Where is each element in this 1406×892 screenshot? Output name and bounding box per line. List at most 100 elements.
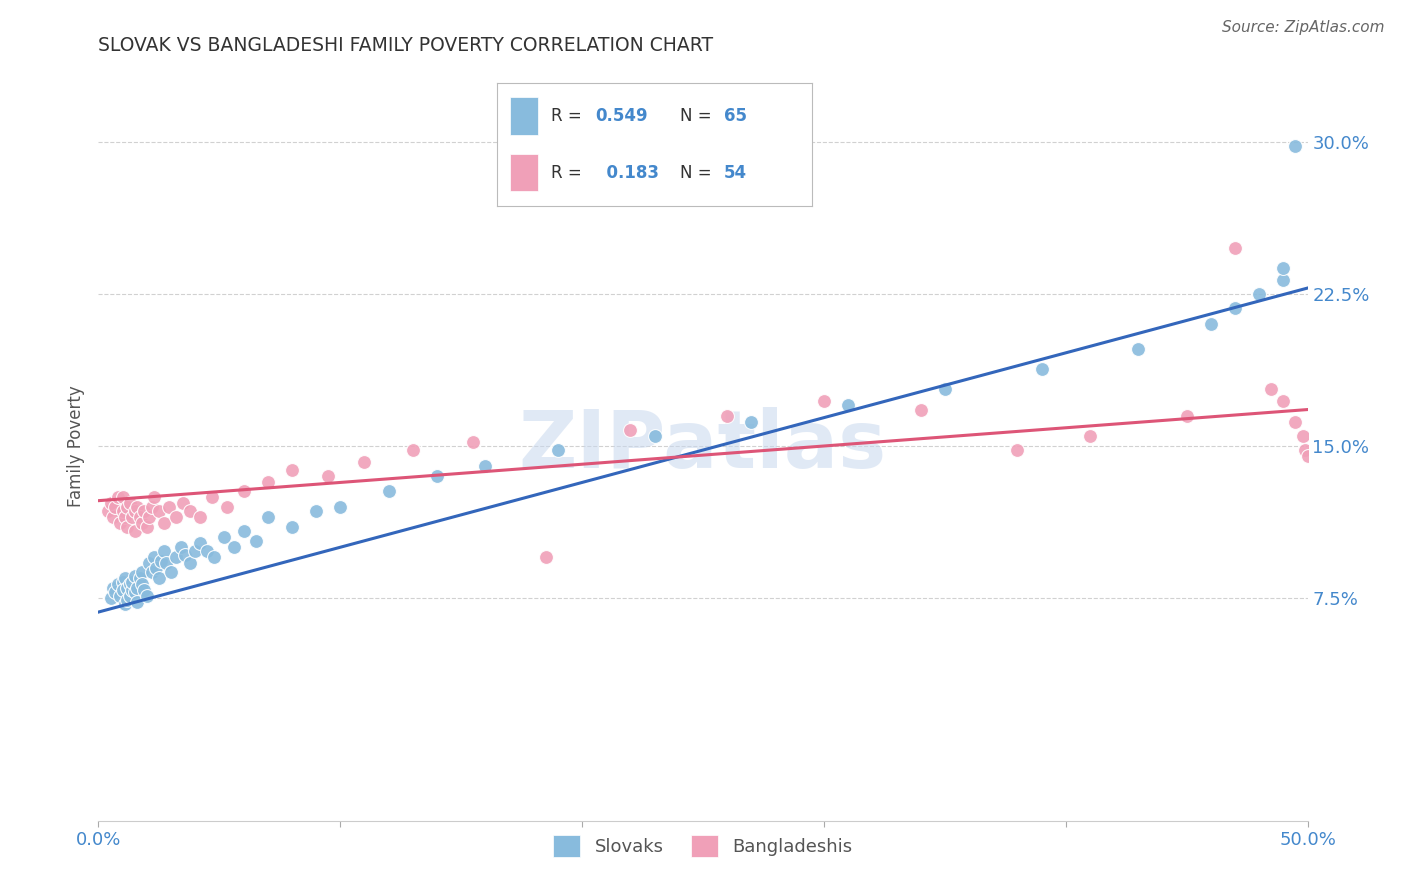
Point <box>141 500 163 514</box>
Point <box>145 560 167 574</box>
Point <box>155 557 177 571</box>
Legend: Slovaks, Bangladeshis: Slovaks, Bangladeshis <box>546 828 860 864</box>
Point <box>281 463 304 477</box>
Point <box>152 516 174 530</box>
Text: Source: ZipAtlas.com: Source: ZipAtlas.com <box>1222 20 1385 35</box>
Point <box>152 544 174 558</box>
Point <box>148 571 170 585</box>
Point <box>117 581 139 595</box>
Text: SLOVAK VS BANGLADESHI FAMILY POVERTY CORRELATION CHART: SLOVAK VS BANGLADESHI FAMILY POVERTY COR… <box>98 36 714 54</box>
Point <box>117 500 139 514</box>
Point <box>329 500 352 514</box>
Point <box>1272 394 1295 409</box>
Point <box>1294 443 1316 458</box>
Point <box>245 534 267 549</box>
Point <box>232 524 254 538</box>
Point <box>118 576 141 591</box>
Point <box>1272 273 1295 287</box>
Point <box>837 399 859 413</box>
Point <box>124 568 146 582</box>
Point <box>101 509 124 524</box>
Point <box>222 541 245 555</box>
Point <box>165 550 187 565</box>
Point <box>150 554 173 568</box>
Point <box>111 490 134 504</box>
Point <box>108 589 131 603</box>
Point <box>1199 318 1222 332</box>
Y-axis label: Family Poverty: Family Poverty <box>66 385 84 507</box>
Point <box>813 394 835 409</box>
Point <box>138 557 160 571</box>
Point <box>121 509 143 524</box>
Point <box>179 504 201 518</box>
Point <box>127 595 149 609</box>
Point <box>114 571 136 585</box>
Point <box>165 509 187 524</box>
Point <box>143 490 166 504</box>
Point <box>138 509 160 524</box>
Point <box>104 500 127 514</box>
Point <box>131 576 153 591</box>
Point <box>118 496 141 510</box>
Point <box>100 496 122 510</box>
Point <box>1223 301 1246 316</box>
Point <box>353 455 375 469</box>
Point <box>148 504 170 518</box>
Point <box>256 475 278 490</box>
Point <box>281 520 304 534</box>
Point <box>1284 415 1306 429</box>
Point <box>716 409 738 423</box>
Point <box>215 500 238 514</box>
Point <box>108 516 131 530</box>
Point <box>114 597 136 611</box>
Point <box>1249 287 1271 301</box>
Point <box>127 581 149 595</box>
Point <box>212 530 235 544</box>
Point <box>111 504 134 518</box>
Point <box>474 459 496 474</box>
Point <box>134 582 156 597</box>
Point <box>1078 429 1101 443</box>
Point <box>169 541 191 555</box>
Point <box>195 544 218 558</box>
Point <box>619 423 641 437</box>
Point <box>117 520 139 534</box>
Point <box>934 382 956 396</box>
Point <box>1296 449 1319 463</box>
Point <box>100 591 122 605</box>
Point <box>157 500 180 514</box>
Point <box>1272 260 1295 275</box>
Point <box>114 509 136 524</box>
Point <box>124 584 146 599</box>
Point <box>124 524 146 538</box>
Point <box>1284 139 1306 153</box>
Point <box>121 582 143 597</box>
Point <box>121 574 143 589</box>
Point <box>232 483 254 498</box>
Point <box>111 574 134 589</box>
Point <box>174 549 197 563</box>
Point <box>128 571 150 585</box>
Point <box>128 509 150 524</box>
Point <box>117 593 139 607</box>
Point <box>1223 241 1246 255</box>
Point <box>188 536 211 550</box>
Point <box>135 520 157 534</box>
Point <box>402 443 425 458</box>
Point <box>534 550 557 565</box>
Point <box>127 500 149 514</box>
Point <box>104 584 127 599</box>
Point <box>1175 409 1198 423</box>
Point <box>118 589 141 603</box>
Point <box>184 544 207 558</box>
Point <box>1128 342 1150 356</box>
Point <box>201 490 224 504</box>
Point <box>377 483 399 498</box>
Point <box>131 565 153 579</box>
Point <box>305 504 328 518</box>
Point <box>179 557 201 571</box>
Point <box>160 565 183 579</box>
Point <box>316 469 339 483</box>
Point <box>143 550 166 565</box>
Point <box>204 550 226 565</box>
